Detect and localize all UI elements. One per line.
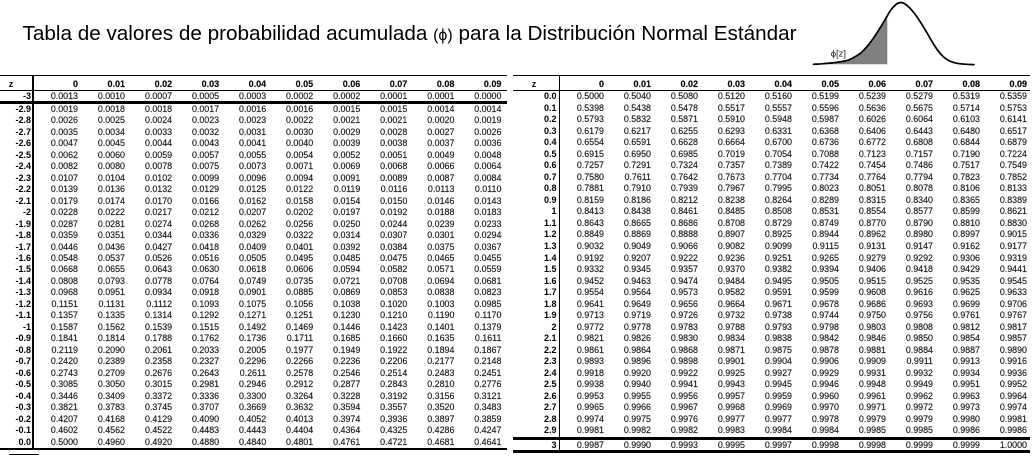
svg-text:ϕ[z]: ϕ[z] [831,48,846,59]
